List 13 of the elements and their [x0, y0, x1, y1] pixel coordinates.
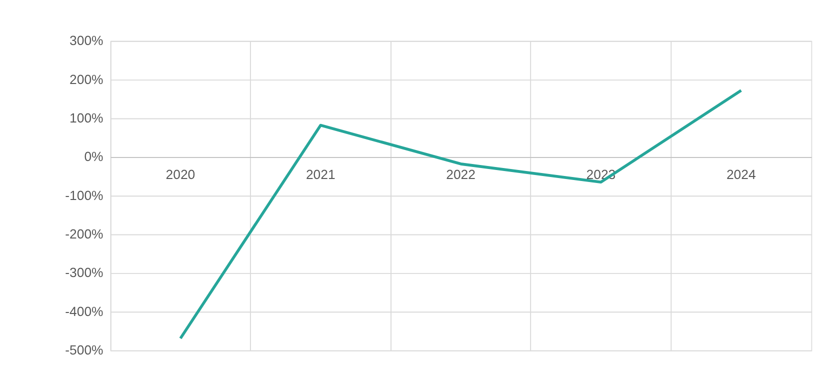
- y-tick-label: 0%: [84, 149, 104, 164]
- y-tick-label: 300%: [70, 33, 104, 48]
- y-tick-label: -500%: [65, 342, 104, 358]
- x-tick-label: 2021: [306, 167, 336, 182]
- y-tick-label: 200%: [70, 72, 104, 87]
- y-tick-label: -100%: [65, 188, 104, 203]
- y-tick-label: -300%: [65, 265, 104, 280]
- y-tick-label: -400%: [65, 304, 104, 319]
- y-tick-label: -200%: [65, 226, 104, 242]
- x-tick-label: 2020: [166, 167, 196, 182]
- x-tick-label: 2024: [726, 167, 756, 182]
- x-tick-label: 2022: [446, 167, 476, 182]
- y-tick-label: 100%: [70, 110, 104, 126]
